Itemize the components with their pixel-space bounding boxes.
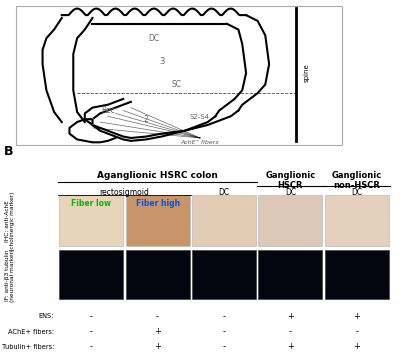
Text: ENS:: ENS:: [39, 313, 54, 319]
Text: -: -: [90, 312, 93, 321]
Text: 1: 1: [90, 118, 95, 127]
Text: IHC: anti-AchE
(cholinergic marker): IHC: anti-AchE (cholinergic marker): [4, 191, 15, 251]
Text: -: -: [355, 327, 358, 336]
Text: Ganglionic
HSCR: Ganglionic HSCR: [265, 171, 316, 190]
Text: Ganglionic
non-HSCR: Ganglionic non-HSCR: [332, 171, 382, 190]
Text: -: -: [289, 327, 292, 336]
Text: -: -: [222, 312, 226, 321]
Text: Fiber high: Fiber high: [136, 199, 180, 208]
Text: 2: 2: [144, 115, 149, 124]
Text: AChE+ fibers:: AChE+ fibers:: [8, 329, 54, 335]
Text: B: B: [4, 145, 14, 158]
Text: Aganglionic HSRC colon: Aganglionic HSRC colon: [97, 171, 218, 180]
Bar: [192, 250, 256, 299]
Text: +: +: [154, 327, 161, 336]
Text: Rec: Rec: [101, 106, 115, 115]
Text: -: -: [90, 342, 93, 351]
Bar: [126, 250, 190, 299]
Bar: [325, 195, 389, 246]
Bar: [59, 250, 123, 299]
Text: S2-S4: S2-S4: [190, 114, 210, 120]
Text: 3: 3: [159, 57, 164, 66]
Text: AchE⁺ fibers: AchE⁺ fibers: [181, 140, 219, 145]
Bar: [258, 250, 322, 299]
Bar: [258, 195, 322, 246]
Text: DC: DC: [148, 34, 160, 43]
Text: A: A: [4, 0, 14, 1]
Text: Tubulin+ fibers:: Tubulin+ fibers:: [2, 344, 54, 350]
Bar: [325, 250, 389, 299]
Text: -: -: [156, 312, 159, 321]
Text: spine: spine: [304, 64, 310, 82]
Text: +: +: [287, 342, 294, 351]
Bar: [126, 195, 190, 246]
Text: DC: DC: [218, 188, 230, 197]
Text: -: -: [90, 327, 93, 336]
Text: IF: anti-β3 tubulin
(neuronal marker): IF: anti-β3 tubulin (neuronal marker): [4, 248, 15, 302]
Text: DC: DC: [351, 188, 362, 197]
Text: SC: SC: [172, 80, 182, 89]
Text: DC: DC: [285, 188, 296, 197]
Text: +: +: [354, 312, 360, 321]
Text: Fiber low: Fiber low: [71, 199, 111, 208]
Bar: [16, 6, 342, 145]
Text: +: +: [287, 312, 294, 321]
Text: rectosigmoid: rectosigmoid: [100, 188, 149, 197]
Text: +: +: [354, 342, 360, 351]
Bar: [59, 195, 123, 246]
Text: +: +: [154, 342, 161, 351]
Bar: [192, 195, 256, 246]
Text: -: -: [222, 342, 226, 351]
Text: -: -: [222, 327, 226, 336]
